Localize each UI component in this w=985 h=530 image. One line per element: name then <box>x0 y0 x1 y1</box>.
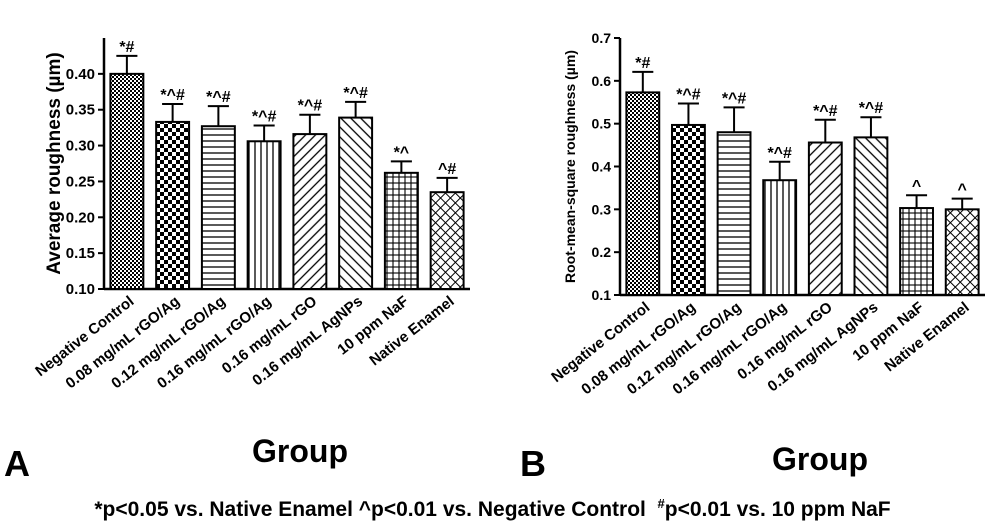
significance-label: *^# <box>859 100 884 117</box>
significance-label: *# <box>635 55 650 72</box>
y-tick-label: 0.30 <box>66 138 95 155</box>
significance-label: ^# <box>438 161 456 178</box>
significance-label: *^ <box>394 144 410 161</box>
y-tick-label: 0.5 <box>592 116 612 132</box>
y-tick-label: 0.4 <box>592 159 612 175</box>
significance-label: ^ <box>912 178 921 195</box>
bar <box>671 123 706 297</box>
bar <box>200 125 236 290</box>
y-axis-label: Root-mean-square roughness (µm) <box>562 50 578 283</box>
y-tick-label: 0.1 <box>592 287 612 303</box>
bar <box>383 171 419 290</box>
bar <box>338 116 374 290</box>
y-tick-label: 0.10 <box>66 281 95 298</box>
significance-label: *^# <box>298 98 323 115</box>
bar <box>762 179 798 296</box>
significance-label: *^# <box>767 145 792 162</box>
x-axis-label: Group <box>252 433 348 469</box>
y-tick-label: 0.20 <box>66 209 95 226</box>
y-tick-label: 0.15 <box>66 245 95 262</box>
y-tick-label: 0.3 <box>592 201 612 217</box>
x-axis-label: Group <box>772 441 868 477</box>
footnote-star-text: *p<0.05 vs. Native Enamel ^p<0.01 vs. Ne… <box>94 498 646 521</box>
y-axis-label: Average roughness (µm) <box>44 52 65 274</box>
significance-label: *^# <box>722 90 747 107</box>
footnote-hash-mark: # <box>657 496 665 511</box>
bar <box>109 72 145 290</box>
bar <box>716 131 752 296</box>
significance-label: *# <box>119 39 134 56</box>
bar <box>944 208 980 296</box>
significance-label: *^# <box>813 103 838 120</box>
significance-label: *^# <box>343 85 368 102</box>
panel-letter-a: A <box>4 443 30 484</box>
significance-label: *^# <box>160 87 185 104</box>
y-tick-label: 0.6 <box>592 73 612 89</box>
y-tick-label: 0.25 <box>66 173 95 190</box>
significance-label: *^# <box>252 108 277 125</box>
bar <box>155 120 191 290</box>
bar <box>899 207 934 297</box>
bar <box>807 141 843 296</box>
significance-footnote: *p<0.05 vs. Native Enamel ^p<0.01 vs. Ne… <box>0 496 985 522</box>
bar <box>853 136 889 296</box>
bar <box>292 133 328 290</box>
y-tick-label: 0.7 <box>592 30 612 46</box>
y-tick-label: 0.35 <box>66 102 95 119</box>
y-tick-label: 0.40 <box>66 66 95 83</box>
chart-panel-b: 0.1 0.2 0.3 0.4 0.5 0.6 0.7 Root-mean-square ro… <box>548 30 985 477</box>
panel-letter-b: B <box>520 443 546 484</box>
bar <box>429 191 465 290</box>
y-tick-label: 0.2 <box>592 244 612 260</box>
bar <box>625 91 661 296</box>
significance-label: *^# <box>206 89 231 106</box>
significance-label: *^# <box>676 87 701 104</box>
bar <box>246 140 282 290</box>
significance-label: ^ <box>958 182 967 199</box>
footnote-hash-text: p<0.01 vs. 10 ppm NaF <box>664 498 891 521</box>
